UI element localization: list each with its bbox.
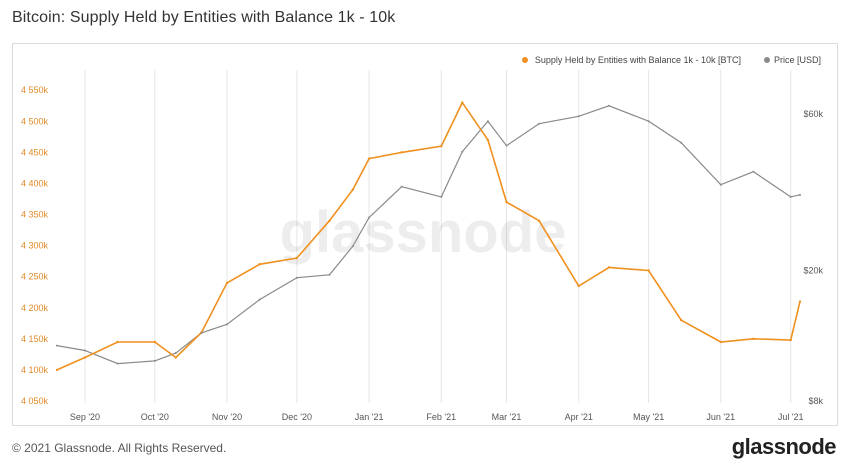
legend-marker-supply <box>522 57 528 63</box>
data-point-price <box>680 141 683 144</box>
y-left-tick-label: 4 550k <box>21 85 49 95</box>
data-point-price <box>200 331 203 334</box>
series-line-price <box>56 105 801 365</box>
y-left-tick-label: 4 450k <box>21 147 49 157</box>
x-tick-label: May '21 <box>633 412 664 422</box>
chart-frame: Sep '20 Oct '20 Nov '20 Dec '20 Jan '21 Feb '… <box>12 43 838 426</box>
data-point-supply <box>83 356 87 359</box>
data-point-price <box>608 104 611 107</box>
x-tick-label: Jun '21 <box>706 412 735 422</box>
x-tick-label: Dec '20 <box>282 412 312 422</box>
data-point-supply <box>295 256 299 260</box>
data-point-supply <box>55 368 59 372</box>
data-point-price <box>351 245 354 248</box>
copyright-text: © 2021 Glassnode. All Rights Reserved. <box>12 441 227 455</box>
watermark-text: glassnode <box>280 200 567 265</box>
data-point-price <box>328 273 331 276</box>
data-point-supply <box>798 300 802 303</box>
data-point-price <box>116 362 119 365</box>
data-point-price <box>258 298 261 301</box>
line-chart: Sep '20 Oct '20 Nov '20 Dec '20 Jan '21 Feb '… <box>21 55 823 422</box>
data-point-supply <box>577 284 580 288</box>
y-right-tick-label: $8k <box>808 396 823 406</box>
data-point-price <box>486 120 489 123</box>
data-point-price <box>56 344 58 347</box>
x-tick-label: Feb '21 <box>426 412 456 422</box>
x-tick-label: Apr '21 <box>565 412 593 422</box>
data-point-supply <box>719 340 723 344</box>
y-left-tick-label: 4 250k <box>21 272 49 282</box>
data-point-price <box>295 276 298 279</box>
data-point-supply <box>174 356 177 359</box>
data-point-price <box>538 122 541 125</box>
data-point-price <box>153 359 156 362</box>
y-right-tick-label: $20k <box>803 265 823 275</box>
data-point-supply <box>537 219 541 222</box>
data-point-supply <box>440 144 443 148</box>
data-point-supply <box>328 219 331 222</box>
x-tick-label: Nov '20 <box>212 412 242 422</box>
data-point-price <box>174 352 177 355</box>
x-tick-label: Oct '20 <box>141 412 169 422</box>
y-left-tick-label: 4 100k <box>21 365 49 375</box>
data-point-price <box>226 323 229 326</box>
data-point-supply <box>258 263 261 266</box>
data-point-supply <box>153 340 157 344</box>
data-point-supply <box>225 281 229 285</box>
data-point-price <box>789 195 792 198</box>
y-left-tick-label: 4 050k <box>21 396 49 406</box>
legend-label-price: Price [USD] <box>774 55 821 65</box>
data-point-supply <box>647 269 650 272</box>
data-point-price <box>83 349 86 352</box>
data-point-supply <box>505 200 508 204</box>
y-left-tick-label: 4 150k <box>21 334 49 344</box>
y-left-tick-label: 4 350k <box>21 210 49 220</box>
data-point-supply <box>680 318 683 322</box>
data-point-supply <box>367 157 371 160</box>
data-point-price <box>440 195 443 198</box>
legend-label-supply: Supply Held by Entities with Balance 1k … <box>535 55 741 65</box>
x-tick-label: Sep '20 <box>70 412 100 422</box>
y-left-tick-label: 4 400k <box>21 178 49 188</box>
data-point-price <box>719 183 722 186</box>
data-point-supply <box>752 337 755 341</box>
data-point-supply <box>607 266 611 269</box>
y-left-tick-label: 4 200k <box>21 303 49 313</box>
data-point-price <box>752 170 755 173</box>
y-left-tick-label: 4 500k <box>21 116 49 126</box>
y-right-tick-label: $60k <box>803 109 823 119</box>
legend-marker-price <box>764 57 770 63</box>
y-left-tick-label: 4 300k <box>21 241 49 251</box>
data-point-supply <box>116 340 119 344</box>
data-point-price <box>400 185 403 188</box>
data-point-supply <box>461 101 464 104</box>
data-point-price <box>647 120 650 123</box>
x-tick-label: Jul '21 <box>778 412 804 422</box>
data-point-supply <box>400 151 403 154</box>
data-point-supply <box>789 338 792 342</box>
series-line-supply <box>56 101 801 371</box>
data-point-price <box>505 144 508 147</box>
chart-title: Bitcoin: Supply Held by Entities with Ba… <box>12 9 396 26</box>
data-point-price <box>799 193 801 196</box>
data-point-price <box>461 150 464 153</box>
data-point-supply <box>351 188 355 191</box>
data-point-price <box>577 115 580 118</box>
glassnode-logo: glassnode <box>731 434 837 459</box>
data-point-price <box>368 216 371 219</box>
data-point-supply <box>486 138 490 142</box>
x-tick-label: Jan '21 <box>355 412 384 422</box>
x-tick-label: Mar '21 <box>492 412 522 422</box>
